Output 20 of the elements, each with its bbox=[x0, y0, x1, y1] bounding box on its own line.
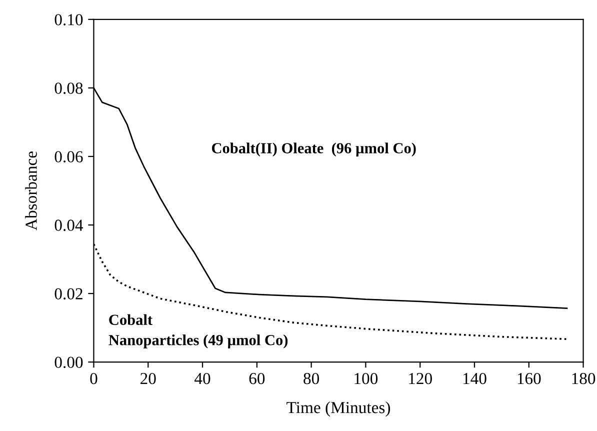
x-tick-label: 140 bbox=[463, 372, 486, 384]
x-tick-label: 40 bbox=[194, 372, 210, 384]
x-tick-label: 0 bbox=[90, 372, 98, 384]
y-tick-label: 0.04 bbox=[54, 220, 84, 231]
x-tick-label: 180 bbox=[572, 372, 596, 384]
y-tick-label: 0.10 bbox=[54, 14, 83, 26]
x-tick-label: 120 bbox=[409, 372, 432, 384]
y-tick-label: 0.02 bbox=[54, 288, 82, 300]
y-axis-title: Absorbance bbox=[25, 151, 37, 230]
x-tick-label: 20 bbox=[140, 372, 156, 384]
x-tick-label: 160 bbox=[518, 372, 541, 384]
y-tick-label: 0.06 bbox=[54, 151, 83, 162]
x-tick-label: 100 bbox=[354, 372, 378, 384]
annotation: Cobalt Nanoparticles (49 µmol Co) bbox=[108, 314, 288, 348]
x-tick-label: 60 bbox=[249, 372, 265, 384]
y-tick-label: 0.08 bbox=[54, 82, 83, 94]
x-tick-label: 80 bbox=[304, 372, 319, 384]
y-tick-label: 0.00 bbox=[54, 356, 83, 368]
x-axis-title: Time (Minutes) bbox=[286, 401, 390, 417]
annotation: Cobalt(II) Oleate (96 µmol Co) bbox=[212, 142, 416, 156]
